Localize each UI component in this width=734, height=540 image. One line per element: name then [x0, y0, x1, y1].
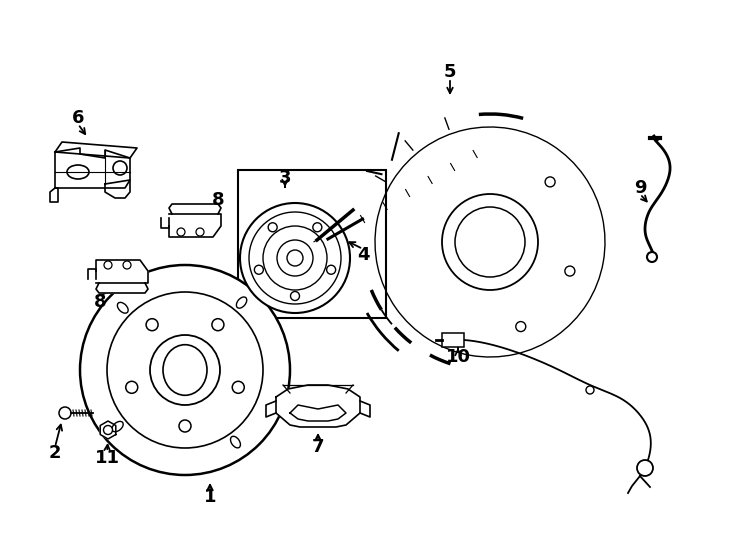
Circle shape: [123, 261, 131, 269]
Polygon shape: [105, 180, 130, 198]
Circle shape: [249, 212, 341, 304]
Circle shape: [442, 194, 538, 290]
Circle shape: [565, 266, 575, 276]
Polygon shape: [290, 405, 346, 421]
Circle shape: [637, 460, 653, 476]
Circle shape: [196, 228, 204, 236]
Circle shape: [146, 319, 158, 330]
Polygon shape: [55, 142, 137, 158]
Circle shape: [240, 203, 350, 313]
Circle shape: [232, 381, 244, 393]
Circle shape: [327, 265, 335, 274]
Ellipse shape: [112, 421, 123, 432]
Circle shape: [255, 265, 264, 274]
Ellipse shape: [67, 165, 89, 179]
Circle shape: [455, 207, 525, 277]
Polygon shape: [360, 401, 370, 417]
Text: 5: 5: [444, 63, 457, 81]
Polygon shape: [161, 218, 169, 228]
Ellipse shape: [230, 436, 241, 448]
Text: 10: 10: [446, 348, 470, 366]
Circle shape: [263, 226, 327, 290]
Ellipse shape: [117, 302, 128, 313]
Circle shape: [313, 223, 321, 232]
Circle shape: [268, 223, 277, 232]
Ellipse shape: [236, 297, 247, 308]
Polygon shape: [266, 401, 276, 417]
Text: 4: 4: [357, 246, 369, 264]
Circle shape: [80, 265, 290, 475]
Circle shape: [647, 252, 657, 262]
Circle shape: [291, 292, 299, 300]
Polygon shape: [96, 283, 148, 293]
Circle shape: [103, 426, 112, 435]
Polygon shape: [276, 385, 360, 427]
Bar: [442, 333, 464, 347]
Circle shape: [107, 292, 263, 448]
Text: 8: 8: [94, 293, 106, 311]
Circle shape: [545, 177, 555, 187]
Polygon shape: [169, 204, 221, 214]
Circle shape: [59, 407, 71, 419]
Circle shape: [113, 161, 127, 175]
Text: 1: 1: [204, 488, 217, 506]
Circle shape: [126, 381, 138, 393]
Circle shape: [516, 322, 526, 332]
Polygon shape: [101, 421, 116, 439]
Bar: [238, 170, 386, 318]
Circle shape: [104, 261, 112, 269]
Polygon shape: [50, 188, 58, 202]
Text: 9: 9: [633, 179, 646, 197]
Text: 6: 6: [72, 109, 84, 127]
Circle shape: [277, 240, 313, 276]
Circle shape: [586, 386, 594, 394]
Text: 3: 3: [279, 169, 291, 187]
Circle shape: [150, 335, 220, 405]
Circle shape: [287, 250, 303, 266]
Text: 7: 7: [312, 438, 324, 456]
Text: 8: 8: [211, 191, 225, 209]
Circle shape: [177, 228, 185, 236]
Circle shape: [212, 319, 224, 330]
Polygon shape: [88, 269, 96, 279]
Ellipse shape: [163, 345, 207, 395]
Polygon shape: [96, 260, 148, 283]
Polygon shape: [55, 148, 130, 188]
Text: 2: 2: [48, 444, 61, 462]
Polygon shape: [169, 214, 221, 237]
Text: 11: 11: [95, 449, 120, 467]
Circle shape: [179, 420, 191, 432]
